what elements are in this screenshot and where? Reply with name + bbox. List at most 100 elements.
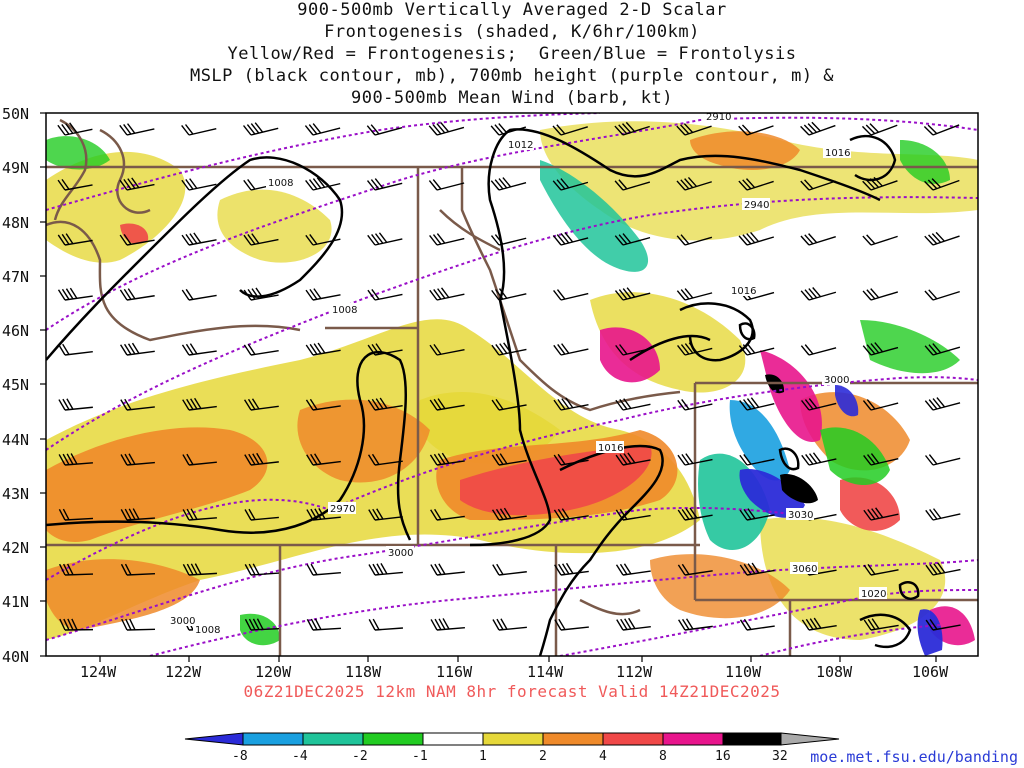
lon-label: 106W [912,663,949,681]
height-label: 3030 [788,510,813,521]
height-label: 2940 [744,200,769,211]
wind-barb [306,563,341,576]
frontogenesis-shading [46,121,978,656]
lat-label: 44N [2,431,29,449]
lon-label: 112W [616,663,653,681]
wind-barb [924,454,961,466]
wind-barb [59,618,94,631]
wind-barb [120,508,155,521]
height-contours [46,113,978,656]
wind-barb [615,398,651,411]
wind-barb [676,234,713,246]
wind-barb [862,399,899,411]
mslp-label: 1008 [332,305,357,316]
wind-barb [367,453,403,466]
wind-barb [58,398,93,411]
wind-barb [305,342,341,356]
title-line-1: 900-500mb Vertically Averaged 2-D Scalar [297,0,727,20]
wind-barb [677,563,713,576]
colorbar-label: -1 [412,749,428,764]
wind-barb [492,618,527,631]
wind-barb [57,122,93,136]
colorbar-segment [422,732,484,746]
wind-barbs [57,121,961,631]
colorbar-label: 1 [479,749,487,764]
mslp-label: 1016 [731,286,756,297]
colorbar: -8 -4 -2 -1 1 2 4 8 16 32 [184,732,840,764]
title-line-2: Frontogenesis (shaded, K/6hr/100km) [324,22,700,42]
lat-labels: 50N 49N 48N 47N 46N 45N 44N 43N 42N 41N … [2,105,29,666]
wind-barb [678,618,713,631]
wind-barb [924,289,960,301]
wind-barb [862,234,898,246]
wind-barb [862,176,898,191]
wind-barb [58,343,93,356]
colorbar-segment [184,732,244,746]
wind-barb [490,234,527,246]
wind-barb [429,287,465,301]
colorbar-label: 8 [659,749,667,764]
colorbar-label: 2 [539,749,547,764]
wind-barb [243,343,279,356]
wind-barb [120,342,155,356]
wind-barb [553,343,589,356]
wind-barb [181,178,217,191]
colorbar-segment [482,732,544,746]
mslp-contours [46,128,920,656]
lat-label: 43N [2,485,29,503]
state-borders [46,118,978,656]
wind-barb [182,563,217,576]
wind-barb [925,562,961,576]
wind-barb [553,289,589,301]
wind-barb [863,618,899,631]
wind-barb [119,233,155,246]
wind-barb [367,397,403,411]
wind-barb [615,452,651,466]
credit-link[interactable]: moe.met.fsu.edu/banding [810,748,1018,766]
wind-barb [120,563,156,576]
title-line-5: 900-500mb Mean Wind (barb, kt) [350,88,674,108]
wind-barb [616,617,651,631]
wind-barb [738,231,775,246]
wind-barb [305,234,341,246]
wind-barb [491,288,527,301]
wind-barb [801,452,837,466]
height-label: 3000 [170,616,195,627]
wind-barb [553,397,589,411]
wind-barb [800,179,836,191]
wind-barb [800,287,837,301]
wind-barb [182,453,217,466]
colorbar-segment [362,732,424,746]
lon-label: 116W [436,663,473,681]
wind-barb [677,507,713,521]
colorbar-label: -8 [232,749,248,764]
wind-barb [430,563,465,576]
forecast-valid-line: 06Z21DEC2025 12km NAM 8hr forecast Valid… [243,682,781,701]
height-label: 3000 [388,548,413,559]
wind-barb [429,452,465,466]
lon-label: 118W [345,663,382,681]
mslp-label: 1008 [268,178,293,189]
wind-barb [57,233,93,246]
wind-barb [677,399,713,411]
wind-barb [491,453,527,466]
wind-barb [305,288,341,301]
wind-barb [244,452,279,466]
wind-barb [58,563,94,576]
wind-barb [738,343,775,356]
colorbar-label: -4 [292,749,308,764]
wind-barb [924,343,961,356]
wind-barb [306,618,341,631]
wind-barb [554,618,589,631]
wind-barb [800,344,837,356]
wind-barb [181,232,217,246]
wind-barb [925,618,961,631]
wind-barb [614,121,650,136]
wind-barb [430,508,465,521]
wind-barb [614,179,651,191]
wind-barb [800,233,836,246]
height-label: 2910 [706,112,731,123]
wind-barb [490,177,527,191]
mslp-label: 1016 [825,148,850,159]
wind-barb [368,508,403,521]
